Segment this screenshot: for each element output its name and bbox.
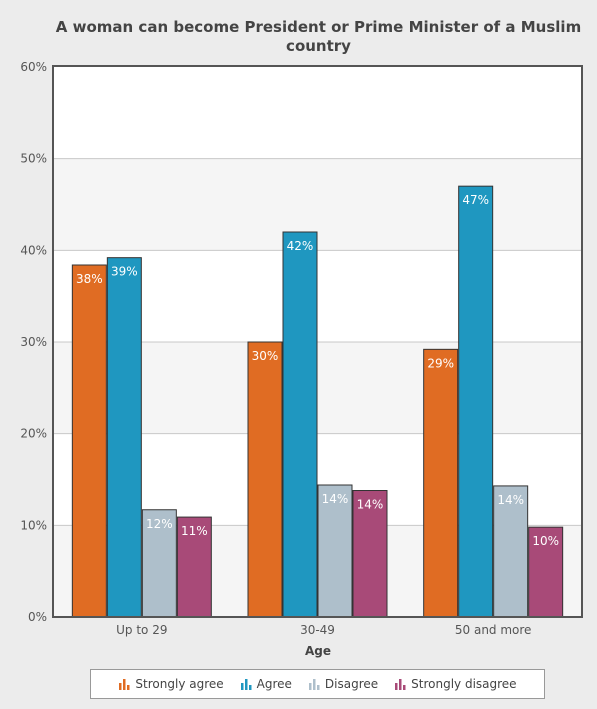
bar [458,185,494,618]
x-tick-label: 30-49 [300,623,335,637]
bar [71,264,107,618]
bar-chart-icon [240,679,252,690]
data-label: 11% [181,524,208,538]
legend-label: Strongly disagree [411,677,517,691]
x-axis-title: Age [305,644,331,658]
bar [282,231,318,618]
legend-item: Strongly disagree [394,677,517,691]
y-tick-label: 0% [28,610,47,624]
data-label: 42% [287,239,314,253]
data-label: 14% [322,492,349,506]
legend-item: Disagree [308,677,378,691]
y-tick-label: 40% [20,243,47,257]
data-label: 12% [146,517,173,531]
legend-label: Agree [256,677,292,691]
bar-chart-icon [308,679,320,690]
legend-label: Disagree [324,677,379,691]
data-label: 38% [76,272,103,286]
data-label: 47% [462,193,489,207]
plot-border [52,65,583,618]
bar [493,485,529,618]
bar [423,348,459,618]
y-tick-label: 50% [20,152,47,166]
bar [247,341,283,618]
legend-label: Strongly agree [135,677,224,691]
x-tick-label: Up to 29 [116,623,167,637]
data-label: 39% [111,265,138,279]
legend-item: Agree [240,677,292,691]
y-tick-label: 60% [20,60,47,74]
bar [317,484,353,618]
y-tick-label: 10% [20,518,47,532]
data-label: 14% [497,493,524,507]
bar-chart-icon [119,679,130,690]
bars [71,185,564,618]
bar [106,257,142,618]
bar [352,490,388,618]
legend-item: Strongly agree [118,677,224,691]
y-axis-ticks: 0% 10% 20% 30% 40% 50% 60% [20,60,47,624]
y-tick-label: 30% [20,335,47,349]
bar [141,509,177,618]
y-tick-label: 20% [20,427,47,441]
data-labels: 38% 39% 12% 11% 30% 42% 14% 14% 29% 47% 14% 10% [76,193,559,548]
data-label: 30% [252,349,279,363]
data-label: 14% [357,498,384,512]
bar [528,526,564,618]
chart-title: A woman can become President or Prime Mi… [55,18,582,55]
x-tick-label: 50 and more [455,623,532,637]
data-label: 29% [427,356,454,370]
x-axis-ticks: Up to 29 30-49 50 and more [116,623,531,637]
data-label: 10% [532,534,559,548]
bar [176,516,212,618]
plot-band [54,67,581,159]
legend: Strongly agree Agree Disagree Strongly disa… [90,669,545,699]
bar-chart-icon [395,679,406,690]
